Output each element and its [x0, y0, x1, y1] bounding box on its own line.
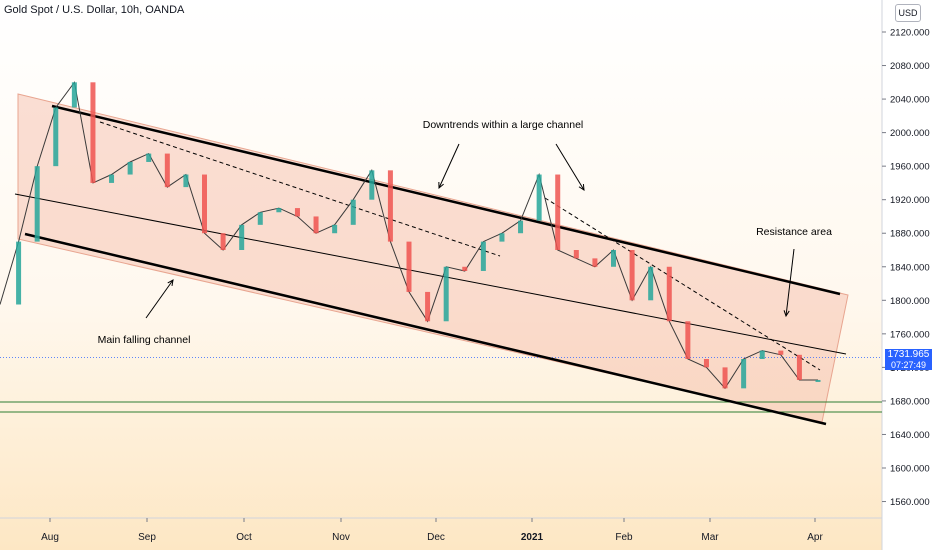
price-candle — [703, 359, 709, 368]
price-candle — [536, 174, 542, 221]
price-candle — [648, 266, 654, 301]
y-tick-label: 1600.000 — [890, 464, 930, 475]
price-candle — [332, 224, 338, 234]
arrow-downtrend-right — [555, 143, 585, 191]
arrow-resistance-head — [783, 310, 790, 318]
y-tick-label: 2080.000 — [890, 61, 930, 72]
y-tick-label: 1680.000 — [890, 396, 930, 407]
price-candle — [629, 250, 635, 301]
price-candle — [257, 212, 263, 225]
y-tick-label: 1760.000 — [890, 329, 930, 340]
price-candle — [71, 82, 77, 108]
y-tick-label: 1640.000 — [890, 430, 930, 441]
price-candle — [518, 220, 524, 234]
arrow-resistance — [785, 248, 795, 317]
x-tick-label: Oct — [236, 532, 252, 543]
current-price-tag: 1731.965 07:27:49 — [885, 349, 932, 371]
channel-mid-line — [14, 193, 847, 355]
price-candle — [555, 174, 561, 250]
arrow-downtrend-left — [438, 143, 460, 189]
x-tick-label: Apr — [807, 532, 823, 543]
price-candle — [796, 354, 802, 380]
price-candle — [722, 367, 728, 389]
price-candle — [462, 266, 468, 271]
x-tick-label: Feb — [615, 532, 633, 543]
price-candle — [480, 241, 486, 271]
countdown-label: 07:27:49 — [890, 360, 927, 371]
price-candle — [573, 250, 579, 259]
price-candle — [425, 291, 431, 322]
x-tick-label: Mar — [701, 532, 719, 543]
arrow-main-channel-head — [167, 279, 174, 286]
price-candle — [369, 170, 375, 200]
price-candle — [759, 350, 765, 359]
currency-button[interactable]: USD — [895, 4, 921, 22]
channel-lower-line — [24, 232, 827, 426]
y-tick-label: 2040.000 — [890, 95, 930, 106]
annotation-downtrends: Downtrends within a large channel — [423, 119, 584, 131]
x-tick-label: 2021 — [521, 532, 544, 543]
price-candle — [109, 174, 115, 183]
price-candle — [611, 250, 616, 267]
price-candle — [592, 258, 598, 267]
channel-upper-line — [51, 104, 841, 296]
price-candle — [685, 321, 691, 359]
price-candle — [406, 241, 412, 292]
price-candle — [499, 233, 505, 242]
price-candle — [815, 379, 821, 382]
price-candle — [666, 266, 672, 322]
chart-title: Gold Spot / U.S. Dollar, 10h, OANDA — [4, 4, 185, 16]
y-tick-label: 1560.000 — [890, 497, 930, 508]
price-candle — [276, 208, 282, 213]
price-candle — [778, 350, 784, 355]
downtrend-line-2 — [544, 197, 821, 371]
current-price-label: 1731.965 — [887, 349, 930, 361]
price-candle — [313, 216, 319, 234]
price-candle — [127, 161, 133, 175]
arrow-downtrend-right-head — [578, 183, 585, 191]
price-candle — [443, 266, 449, 322]
price-candle — [16, 241, 22, 305]
price-candle — [90, 82, 96, 183]
y-tick-label: 2000.000 — [890, 128, 930, 139]
price-candle — [350, 199, 356, 225]
price-candle — [34, 166, 40, 242]
x-tick-label: Aug — [41, 532, 59, 543]
price-candle — [183, 174, 189, 188]
y-tick-label: 1920.000 — [890, 195, 930, 206]
price-candle — [387, 170, 393, 242]
price-candle — [239, 224, 245, 250]
x-tick-label: Sep — [138, 532, 156, 543]
price-candle — [202, 174, 207, 234]
x-tick-label: Dec — [427, 532, 445, 543]
price-candle — [741, 359, 747, 389]
y-tick-label: 1800.000 — [890, 296, 930, 307]
price-candle — [164, 153, 170, 188]
arrow-downtrend-left-head — [438, 181, 444, 190]
arrow-main-channel — [145, 279, 174, 319]
y-axis-panel — [882, 0, 932, 550]
y-tick-label: 1880.000 — [890, 229, 930, 240]
annotation-main-channel: Main falling channel — [98, 334, 191, 346]
x-tick-label: Nov — [332, 532, 350, 543]
annotation-resistance: Resistance area — [756, 226, 832, 238]
price-candle — [146, 153, 152, 162]
price-candle — [294, 208, 300, 217]
price-candle — [220, 233, 226, 250]
downtrend-line-1 — [99, 121, 501, 257]
y-tick-label: 1960.000 — [890, 162, 930, 173]
y-tick-label: 1840.000 — [890, 262, 930, 273]
y-tick-label: 2120.000 — [890, 28, 930, 39]
price-candle — [53, 107, 59, 167]
